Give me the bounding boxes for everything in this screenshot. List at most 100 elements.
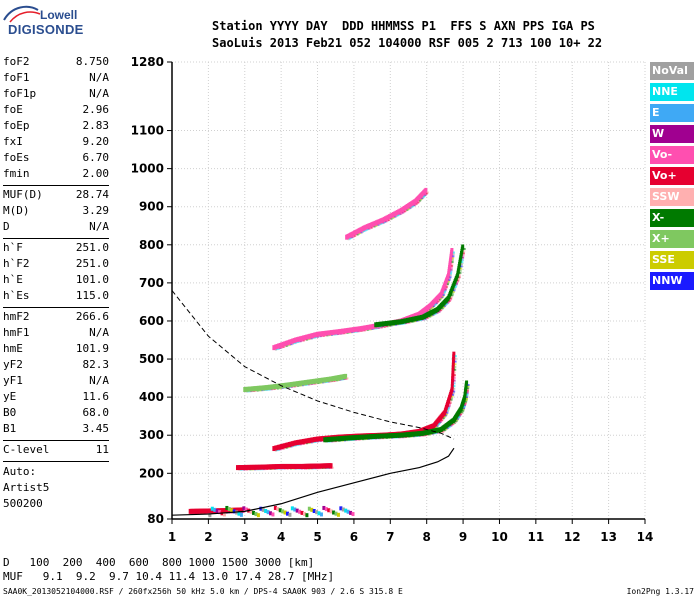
legend-item-nne: NNE — [650, 83, 694, 101]
echo-point — [326, 437, 330, 443]
echo-point — [401, 318, 405, 324]
echo-point — [344, 328, 348, 334]
echo-point — [426, 191, 429, 194]
echo-point — [399, 212, 402, 215]
y-tick-label: 600 — [139, 314, 164, 328]
echo-point — [394, 215, 397, 218]
echo-point — [322, 377, 326, 383]
param-label: foF1p — [3, 87, 37, 100]
echo-point — [272, 446, 276, 452]
echo-point — [291, 338, 295, 344]
echo-point — [385, 220, 388, 223]
legend-item-x-: X- — [650, 209, 694, 227]
echo-point — [278, 444, 282, 450]
echo-point — [251, 386, 255, 392]
echo-point — [450, 297, 453, 300]
param-label: hmF1 — [3, 326, 30, 339]
echo-point — [402, 318, 406, 324]
echo-point — [408, 207, 411, 210]
echo-point — [387, 219, 390, 222]
echo-point — [449, 277, 452, 280]
echo-point — [274, 383, 278, 389]
param-value: N/A — [89, 71, 109, 84]
echo-point — [298, 439, 302, 445]
echo-point — [347, 327, 351, 333]
echo-point — [332, 466, 335, 469]
echo-point — [461, 261, 464, 264]
echo-point — [454, 366, 457, 369]
param-label: h`F2 — [3, 257, 30, 270]
echo-point — [235, 465, 239, 471]
echo-point — [256, 464, 260, 470]
echo-point — [365, 324, 369, 330]
echo-point — [386, 433, 390, 439]
echo-point — [324, 377, 328, 383]
echo-point — [361, 434, 365, 440]
echo-point — [252, 510, 256, 515]
echo-point — [328, 436, 332, 442]
x-tick-label: 13 — [600, 530, 617, 544]
echo-point — [455, 284, 458, 287]
echo-point — [263, 385, 267, 391]
echo-point — [352, 435, 356, 441]
echo-point — [308, 333, 312, 339]
echo-point — [453, 376, 456, 379]
echo-point — [411, 205, 414, 208]
legend-item-w: W — [650, 125, 694, 143]
echo-point — [378, 223, 381, 226]
echo-point — [225, 505, 229, 510]
echo-point — [296, 381, 300, 387]
param-value: 2.00 — [82, 167, 110, 180]
echo-point — [372, 323, 376, 329]
echo-point — [242, 464, 246, 470]
echo-point — [418, 431, 422, 437]
echo-point — [446, 410, 449, 413]
echo-point — [350, 236, 353, 239]
echo-point — [302, 438, 306, 444]
echo-point — [345, 328, 349, 334]
echo-point — [261, 385, 265, 391]
echo-point — [448, 278, 451, 281]
param-value: 6.70 — [82, 151, 110, 164]
echo-point — [346, 509, 350, 514]
param-label: yF1 — [3, 374, 23, 387]
echo-point — [317, 331, 321, 337]
echo-point — [452, 392, 455, 395]
y-tick-label: 1100 — [131, 124, 164, 138]
echo-point — [282, 345, 285, 348]
echo-point — [287, 463, 291, 469]
echo-point — [456, 282, 459, 285]
echo-point — [281, 341, 285, 347]
param-label: yE — [3, 390, 17, 403]
echo-point — [227, 507, 231, 512]
echo-point — [453, 387, 456, 390]
echo-point — [396, 319, 400, 325]
echo-point — [273, 344, 277, 350]
echo-point — [448, 405, 451, 408]
echo-point — [345, 435, 349, 441]
echo-point — [382, 221, 385, 224]
echo-point — [364, 229, 367, 232]
echo-point — [283, 510, 287, 515]
echo-point — [467, 388, 470, 391]
echo-point — [372, 433, 376, 439]
echo-point — [310, 507, 314, 512]
echo-point — [388, 320, 392, 326]
echo-point — [274, 348, 277, 351]
echo-point — [305, 334, 309, 340]
station-header: Station YYYY DAY DDD HHMMSS P1 FFS S AXN… — [212, 18, 602, 52]
footer-d-label: D — [3, 556, 10, 569]
footer-muf-label: MUF — [3, 570, 23, 583]
echo-point — [292, 342, 295, 345]
echo-point — [404, 432, 408, 438]
echo-point — [358, 232, 361, 235]
echo-point — [343, 435, 347, 441]
echo-point — [276, 348, 279, 351]
echo-point — [447, 408, 450, 411]
echo-point — [239, 465, 243, 471]
echo-point — [381, 222, 384, 225]
echo-point — [451, 397, 454, 400]
echo-point — [416, 315, 420, 321]
echo-point — [452, 251, 455, 254]
echo-point — [298, 463, 302, 469]
